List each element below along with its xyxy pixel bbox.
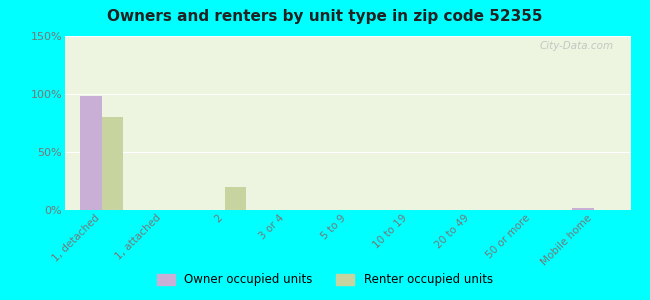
Bar [81, 96, 102, 210]
Bar [225, 187, 246, 210]
Text: City-Data.com: City-Data.com [540, 41, 614, 51]
Bar [572, 208, 593, 210]
Text: Owners and renters by unit type in zip code 52355: Owners and renters by unit type in zip c… [107, 9, 543, 24]
Bar [102, 117, 124, 210]
Legend: Owner occupied units, Renter occupied units: Owner occupied units, Renter occupied un… [153, 269, 497, 291]
